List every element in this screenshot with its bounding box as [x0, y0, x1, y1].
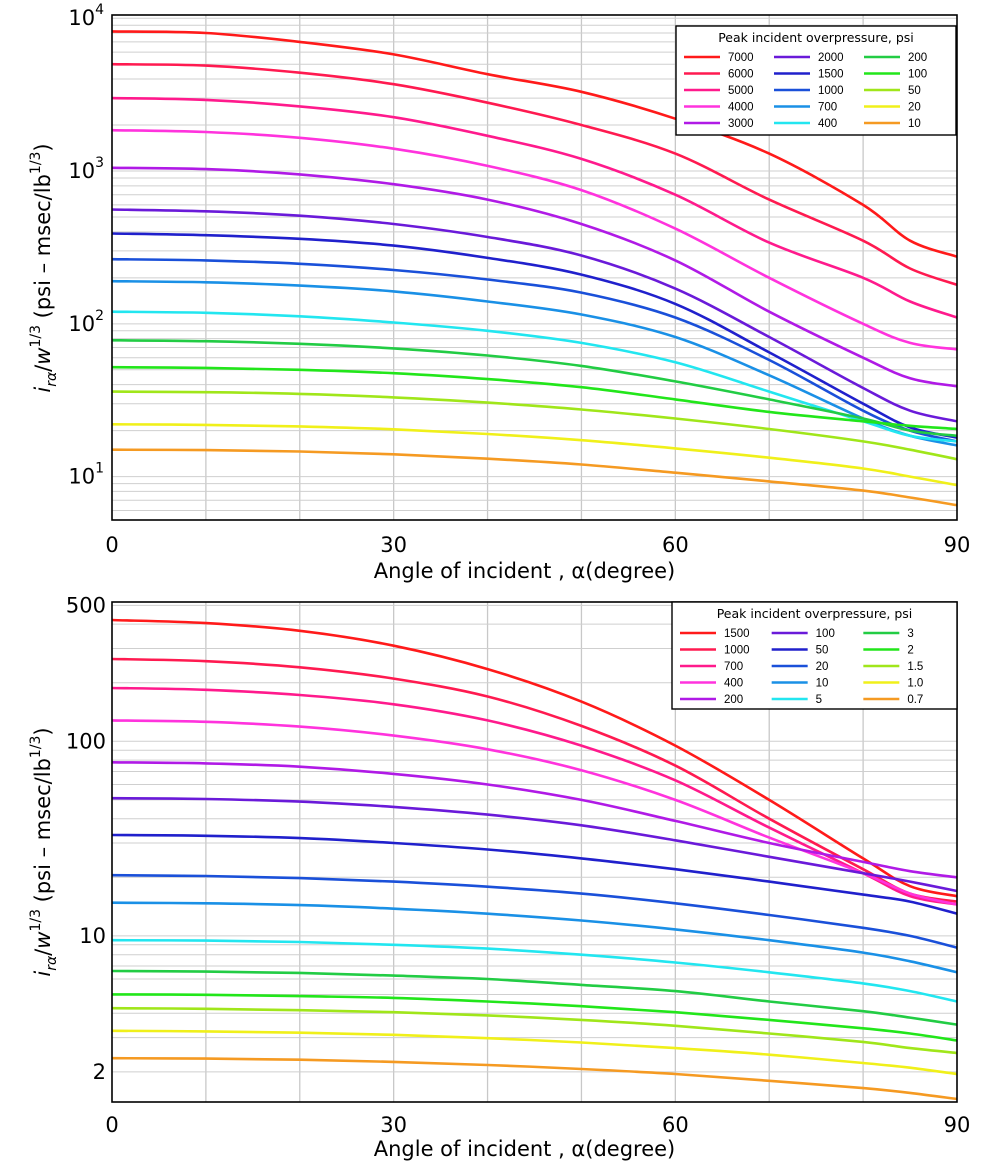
legend-box [675, 25, 957, 136]
legend: Peak incident overpressure, psi 1500 1000 7… [671, 601, 958, 710]
legend-entry: 4000 [728, 102, 754, 114]
legend-entry: 2 [907, 645, 913, 657]
series-line-1500 [111, 618, 958, 898]
plot-frame [111, 601, 958, 1103]
y-tick-label: 500 [66, 593, 106, 617]
legend-title: Peak incident overpressure, psi [718, 30, 914, 45]
series-line-2 [111, 993, 958, 1042]
series-line-100 [111, 796, 958, 893]
series-line-200 [111, 339, 958, 438]
series-line-20 [111, 873, 958, 949]
legend-entry: 10 [816, 678, 829, 690]
legend-entry: 100 [908, 69, 927, 81]
series-line-5 [111, 938, 958, 1003]
x-axis-label: Angle of incident , α(degree) [374, 559, 676, 583]
legend-entry: 20 [908, 102, 921, 114]
series-line-3000 [111, 166, 958, 388]
series-line-200 [111, 761, 958, 879]
x-tick-label: 90 [944, 1113, 971, 1137]
y-tick-label: 100 [66, 729, 106, 753]
legend-entry: 1000 [724, 645, 750, 657]
legend-entry: 3 [907, 628, 913, 640]
x-tick-label: 0 [105, 1113, 118, 1137]
legend-entry: 6000 [728, 69, 754, 81]
x-tick-label: 60 [662, 533, 689, 557]
legend-entry: 3000 [728, 118, 754, 130]
chart-panel-1: 0 30 60 90 101 102 103 104 Angle of incident , α… [28, 2, 970, 583]
series-line-1000 [111, 257, 958, 443]
legend-entry: 5000 [728, 85, 754, 97]
series-line-50 [111, 390, 958, 461]
legend-entry: 5 [816, 694, 822, 706]
y-axis-label: irα/w1/3 (psi – msec/lb1/3) [28, 143, 60, 392]
legend-entry: 1.0 [907, 678, 923, 690]
series-lines [111, 30, 958, 507]
y-tick-labels: 101 102 103 104 [68, 2, 104, 488]
legend-entry: 100 [816, 628, 835, 640]
series-line-4000 [111, 128, 958, 351]
legend-entry: 200 [908, 52, 927, 64]
series-line-7000 [111, 30, 958, 258]
series-line-100 [111, 365, 958, 431]
y-tick-label: 104 [68, 2, 104, 30]
series-line-50 [111, 833, 958, 915]
legend-entry: 700 [818, 102, 837, 114]
x-tick-label: 60 [662, 1113, 689, 1137]
series-lines [111, 618, 958, 1101]
series-line-700 [111, 686, 958, 906]
legend-entry: 0.7 [907, 694, 923, 706]
plot-frame [111, 14, 958, 521]
legend-entry: 1000 [818, 85, 844, 97]
legend-entry: 1500 [818, 69, 844, 81]
series-line-1_5 [111, 1006, 958, 1055]
legend-entry: 2000 [818, 52, 844, 64]
x-tick-label: 90 [944, 533, 971, 557]
series-line-10 [111, 901, 958, 974]
x-tick-labels: 0 30 60 90 [105, 1113, 970, 1137]
series-line-6000 [111, 62, 958, 287]
y-tick-label: 102 [68, 308, 104, 336]
y-tick-labels: 2 10 100 500 [66, 593, 106, 1084]
x-tick-label: 30 [380, 1113, 407, 1137]
legend-entry: 50 [816, 645, 829, 657]
legend-entry: 10 [908, 118, 921, 130]
x-tick-label: 30 [380, 533, 407, 557]
x-axis-label: Angle of incident , α(degree) [374, 1137, 676, 1161]
legend: Peak incident overpressure, psi 7000 6000 5… [675, 25, 957, 136]
legend-entry: 700 [724, 661, 743, 673]
x-tick-labels: 0 30 60 90 [105, 533, 970, 557]
series-line-0_7 [111, 1056, 958, 1101]
y-tick-label: 103 [68, 155, 104, 183]
legend-entry: 200 [724, 694, 743, 706]
legend-entry: 1500 [724, 628, 750, 640]
series-line-5000 [111, 96, 958, 319]
y-tick-label: 2 [93, 1060, 106, 1084]
series-line-20 [111, 423, 958, 487]
legend-entry: 400 [818, 118, 837, 130]
legend-entry: 1.5 [907, 661, 923, 673]
legend-entry: 20 [816, 661, 829, 673]
series-line-700 [111, 279, 958, 447]
series-line-1_0 [111, 1029, 958, 1076]
y-tick-label: 101 [68, 461, 104, 489]
legend-title: Peak incident overpressure, psi [717, 606, 913, 621]
chart-panel-2: 0 30 60 90 2 10 100 500 Angle of incident , α(de… [28, 593, 970, 1161]
legend-entry: 50 [908, 85, 921, 97]
series-line-3 [111, 969, 958, 1026]
y-axis-label: irα/w1/3 (psi – msec/lb1/3) [28, 727, 60, 976]
legend-entry: 400 [724, 678, 743, 690]
y-tick-label: 10 [79, 924, 106, 948]
legend-entry: 7000 [728, 52, 754, 64]
series-line-1000 [111, 657, 958, 903]
series-line-2000 [111, 208, 958, 423]
legend-box [671, 601, 958, 710]
series-line-10 [111, 448, 958, 507]
x-tick-label: 0 [105, 533, 118, 557]
series-line-1500 [111, 232, 958, 439]
